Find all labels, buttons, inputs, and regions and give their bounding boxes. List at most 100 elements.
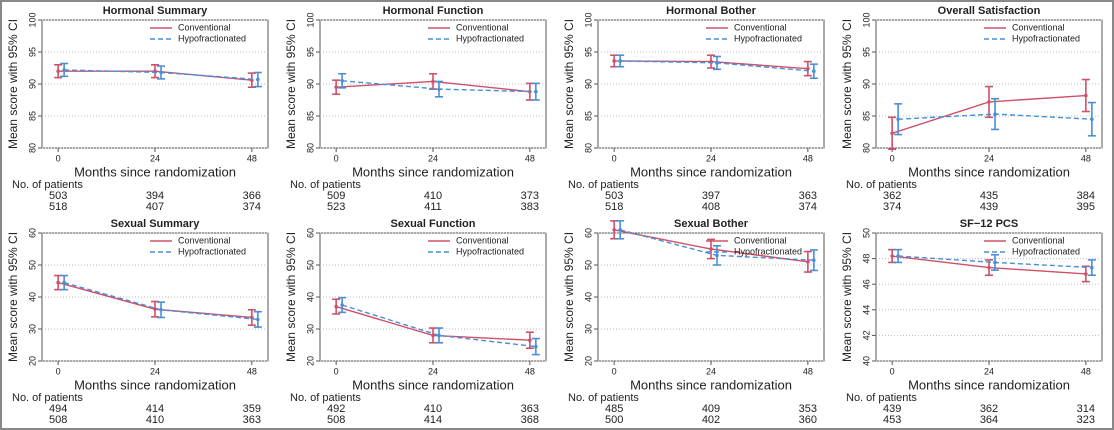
- legend-label: Hypofractionated: [178, 33, 246, 43]
- patients-label: No. of patients: [846, 392, 917, 404]
- patient-count: 409: [702, 403, 720, 415]
- panel-title: Sexual Function: [391, 218, 476, 230]
- x-tick-label: 48: [525, 366, 535, 376]
- x-tick-label: 0: [890, 366, 895, 376]
- point: [812, 258, 816, 262]
- legend-label: Hypofractionated: [456, 246, 524, 256]
- y-tick-label: 20: [583, 356, 593, 366]
- legend-label: Hypofractionated: [178, 246, 246, 256]
- point: [618, 228, 622, 232]
- panel: SF−12 PCS 40 42 44 46 48 50 0 24 48 Months since r…: [840, 218, 1103, 426]
- patient-count: 411: [424, 201, 442, 213]
- x-tick-label: 24: [428, 153, 438, 163]
- y-tick-label: 48: [861, 254, 871, 264]
- y-tick-label: 30: [305, 324, 315, 334]
- x-tick-label: 48: [803, 153, 813, 163]
- point: [806, 66, 810, 71]
- panel: Sexual Function 20 30 40 50 60 0 24 48 Months sin…: [284, 218, 547, 426]
- legend-label: Hypofractionated: [734, 33, 802, 43]
- y-tick-label: 46: [861, 279, 871, 289]
- patient-count: 395: [1077, 201, 1095, 213]
- patient-count: 397: [702, 190, 720, 202]
- point: [437, 333, 441, 338]
- patient-count: 518: [49, 201, 67, 213]
- y-tick-label: 85: [305, 111, 315, 121]
- y-tick-label: 85: [27, 111, 37, 121]
- y-tick-label: 80: [861, 143, 871, 153]
- y-tick-label: 42: [861, 330, 871, 340]
- patient-count: 402: [702, 414, 720, 426]
- patient-count: 363: [243, 414, 261, 426]
- panel-title: SF−12 PCS: [960, 218, 1018, 230]
- x-tick-label: 24: [150, 153, 160, 163]
- panel: Hormonal Function 80 85 90 95 100 0 24 48 Months …: [284, 5, 547, 213]
- y-tick-label: 80: [583, 143, 593, 153]
- x-tick-label: 0: [56, 366, 61, 376]
- x-tick-label: 48: [525, 153, 535, 163]
- point: [715, 61, 719, 65]
- patient-count: 500: [605, 414, 623, 426]
- point: [528, 338, 532, 342]
- point: [987, 100, 991, 104]
- patient-count: 323: [1077, 414, 1095, 426]
- x-tick-label: 0: [334, 366, 339, 376]
- y-axis-label: Mean score with 95% CI: [562, 19, 576, 149]
- x-tick-label: 24: [706, 153, 716, 163]
- x-axis-label: Months since randomization: [630, 377, 792, 392]
- point: [987, 265, 991, 270]
- patient-count: 414: [146, 403, 164, 415]
- panel-title: Hormonal Bother: [666, 5, 757, 17]
- x-axis-label: Months since randomization: [74, 377, 236, 392]
- x-tick-label: 0: [612, 366, 617, 376]
- x-axis-label: Months since randomization: [352, 164, 514, 179]
- y-tick-label: 90: [27, 79, 37, 89]
- patient-count: 364: [980, 414, 998, 426]
- series-line: [341, 304, 536, 348]
- patient-count: 410: [146, 414, 164, 426]
- y-tick-label: 95: [27, 47, 37, 57]
- y-axis-label: Mean score with 95% CI: [284, 19, 298, 149]
- x-tick-label: 24: [984, 366, 994, 376]
- patient-count: 353: [799, 403, 817, 415]
- x-tick-label: 0: [612, 153, 617, 163]
- x-tick-label: 48: [1081, 366, 1091, 376]
- y-tick-label: 90: [861, 79, 871, 89]
- panel: Sexual Summary 20 30 40 50 60 0 24 48 Months sinc…: [6, 218, 269, 426]
- point: [1084, 93, 1088, 98]
- patients-label: No. of patients: [12, 392, 83, 404]
- patients-label: No. of patients: [846, 179, 917, 191]
- y-tick-label: 90: [305, 79, 315, 89]
- y-tick-label: 20: [27, 356, 37, 366]
- patient-count: 453: [883, 414, 901, 426]
- y-tick-label: 95: [583, 47, 593, 57]
- point: [993, 112, 997, 116]
- y-axis-label: Mean score with 95% CI: [6, 232, 20, 362]
- y-axis-label: Mean score with 95% CI: [6, 19, 20, 149]
- y-tick-label: 80: [27, 143, 37, 153]
- legend-label: Conventional: [1012, 235, 1065, 245]
- x-axis-label: Months since randomization: [908, 164, 1070, 179]
- y-tick-label: 40: [305, 292, 315, 302]
- y-tick-label: 20: [305, 356, 315, 366]
- patient-count: 362: [980, 403, 998, 415]
- patient-count: 394: [146, 190, 164, 202]
- point: [256, 77, 260, 82]
- panel-title: Overall Satisfaction: [938, 5, 1041, 17]
- x-tick-label: 48: [247, 366, 257, 376]
- patient-count: 314: [1077, 403, 1095, 415]
- patient-count: 407: [146, 201, 164, 213]
- patient-count: 509: [327, 190, 345, 202]
- x-axis-label: Months since randomization: [74, 164, 236, 179]
- y-tick-label: 50: [583, 260, 593, 270]
- point: [993, 260, 997, 265]
- point: [806, 260, 810, 264]
- y-tick-label: 100: [27, 12, 37, 27]
- point: [153, 307, 157, 311]
- y-tick-label: 50: [305, 260, 315, 270]
- patient-count: 362: [883, 190, 901, 202]
- point: [340, 303, 344, 307]
- panel: Hormonal Summary 80 85 90 95 100 0 24 48 Months s…: [6, 5, 269, 213]
- y-axis-label: Mean score with 95% CI: [840, 232, 854, 362]
